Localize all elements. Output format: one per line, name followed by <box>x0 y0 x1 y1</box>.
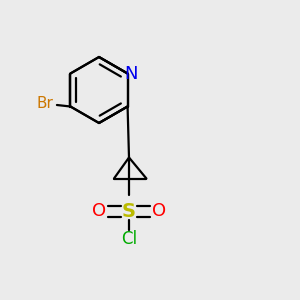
Text: Cl: Cl <box>121 230 137 247</box>
Text: N: N <box>124 64 138 82</box>
Text: Br: Br <box>37 96 53 111</box>
Text: O: O <box>92 202 106 220</box>
Text: O: O <box>152 202 166 220</box>
Text: S: S <box>122 202 136 221</box>
